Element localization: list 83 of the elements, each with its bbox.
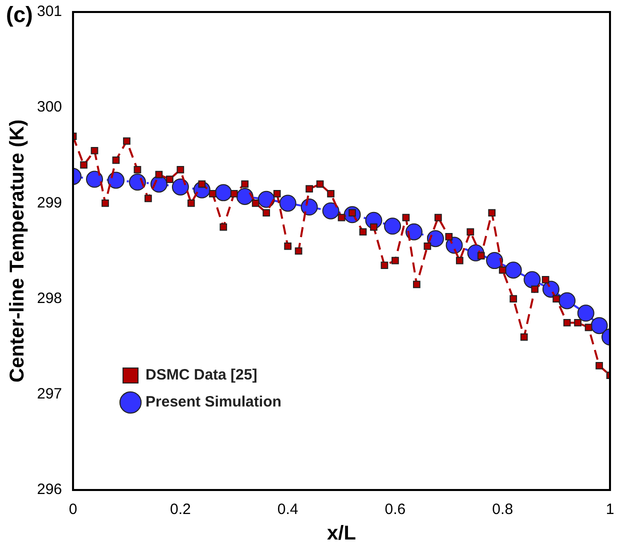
- point: [107, 172, 124, 189]
- y-tick-label: 301: [36, 3, 62, 20]
- point: [359, 228, 367, 236]
- point: [574, 319, 582, 326]
- point: [294, 247, 302, 255]
- point: [284, 242, 292, 250]
- point: [380, 262, 388, 270]
- y-tick-label: 299: [36, 194, 62, 212]
- x-tick-label: 0.6: [384, 501, 406, 518]
- point: [128, 174, 146, 191]
- point: [198, 180, 206, 188]
- point: [406, 223, 423, 240]
- point: [208, 190, 216, 198]
- point: [477, 252, 485, 260]
- point: [510, 295, 518, 302]
- text: (c): [6, 2, 33, 28]
- point: [230, 190, 238, 198]
- point: [486, 252, 504, 270]
- point: [316, 180, 324, 188]
- point: [590, 317, 608, 334]
- point: [155, 170, 163, 178]
- point: [322, 202, 340, 220]
- point: [144, 194, 152, 202]
- legend-label: DSMC Data [25]: [146, 366, 258, 384]
- point: [134, 166, 142, 174]
- point: [392, 256, 399, 264]
- point: [252, 200, 260, 207]
- point: [498, 266, 506, 274]
- point: [524, 271, 541, 288]
- y-tick-label: 296: [36, 481, 62, 498]
- point: [273, 190, 281, 198]
- legend-label: Present Simulation: [146, 394, 282, 411]
- point: [402, 214, 410, 222]
- point: [563, 319, 571, 326]
- y-tick-label: 300: [36, 98, 62, 116]
- point: [176, 166, 184, 174]
- point: [577, 304, 594, 322]
- point: [531, 286, 539, 293]
- point: [558, 292, 576, 310]
- point: [596, 362, 603, 370]
- point: [426, 230, 444, 248]
- point: [520, 333, 528, 341]
- y-axis-title: Center-line Temperature (K): [6, 119, 29, 383]
- point: [279, 194, 296, 212]
- point: [220, 223, 228, 231]
- point: [187, 200, 195, 207]
- point: [434, 214, 442, 222]
- point: [413, 280, 420, 288]
- point: [504, 262, 522, 279]
- x-tick-label: 0.4: [277, 501, 298, 518]
- x-tick-label: 0.8: [492, 501, 514, 518]
- point: [338, 214, 346, 222]
- x-tick-label: 0: [68, 501, 78, 518]
- point: [466, 228, 474, 236]
- point: [370, 223, 378, 231]
- point: [80, 161, 88, 169]
- point: [552, 295, 560, 302]
- point: [112, 156, 120, 164]
- point: [584, 324, 592, 332]
- point: [172, 178, 189, 196]
- point: [123, 137, 130, 145]
- point: [445, 232, 453, 240]
- point: [488, 209, 496, 216]
- point: [86, 170, 104, 188]
- point: [102, 200, 109, 207]
- x-tick-label: 1: [606, 501, 614, 518]
- point: [424, 242, 432, 250]
- point: [327, 190, 334, 198]
- point: [262, 209, 270, 216]
- point: [214, 184, 232, 202]
- point: [90, 146, 98, 154]
- x-axis-title: x/L: [327, 522, 356, 545]
- point: [306, 185, 313, 193]
- y-tick-label: 298: [36, 290, 62, 307]
- point: [166, 176, 174, 183]
- y-tick-label: 297: [36, 386, 62, 403]
- x-tick-label: 0.2: [170, 501, 191, 518]
- point: [384, 218, 402, 235]
- point: [300, 198, 318, 216]
- point: [241, 180, 249, 188]
- point: [456, 256, 464, 264]
- point: [542, 276, 550, 284]
- point: [236, 188, 254, 206]
